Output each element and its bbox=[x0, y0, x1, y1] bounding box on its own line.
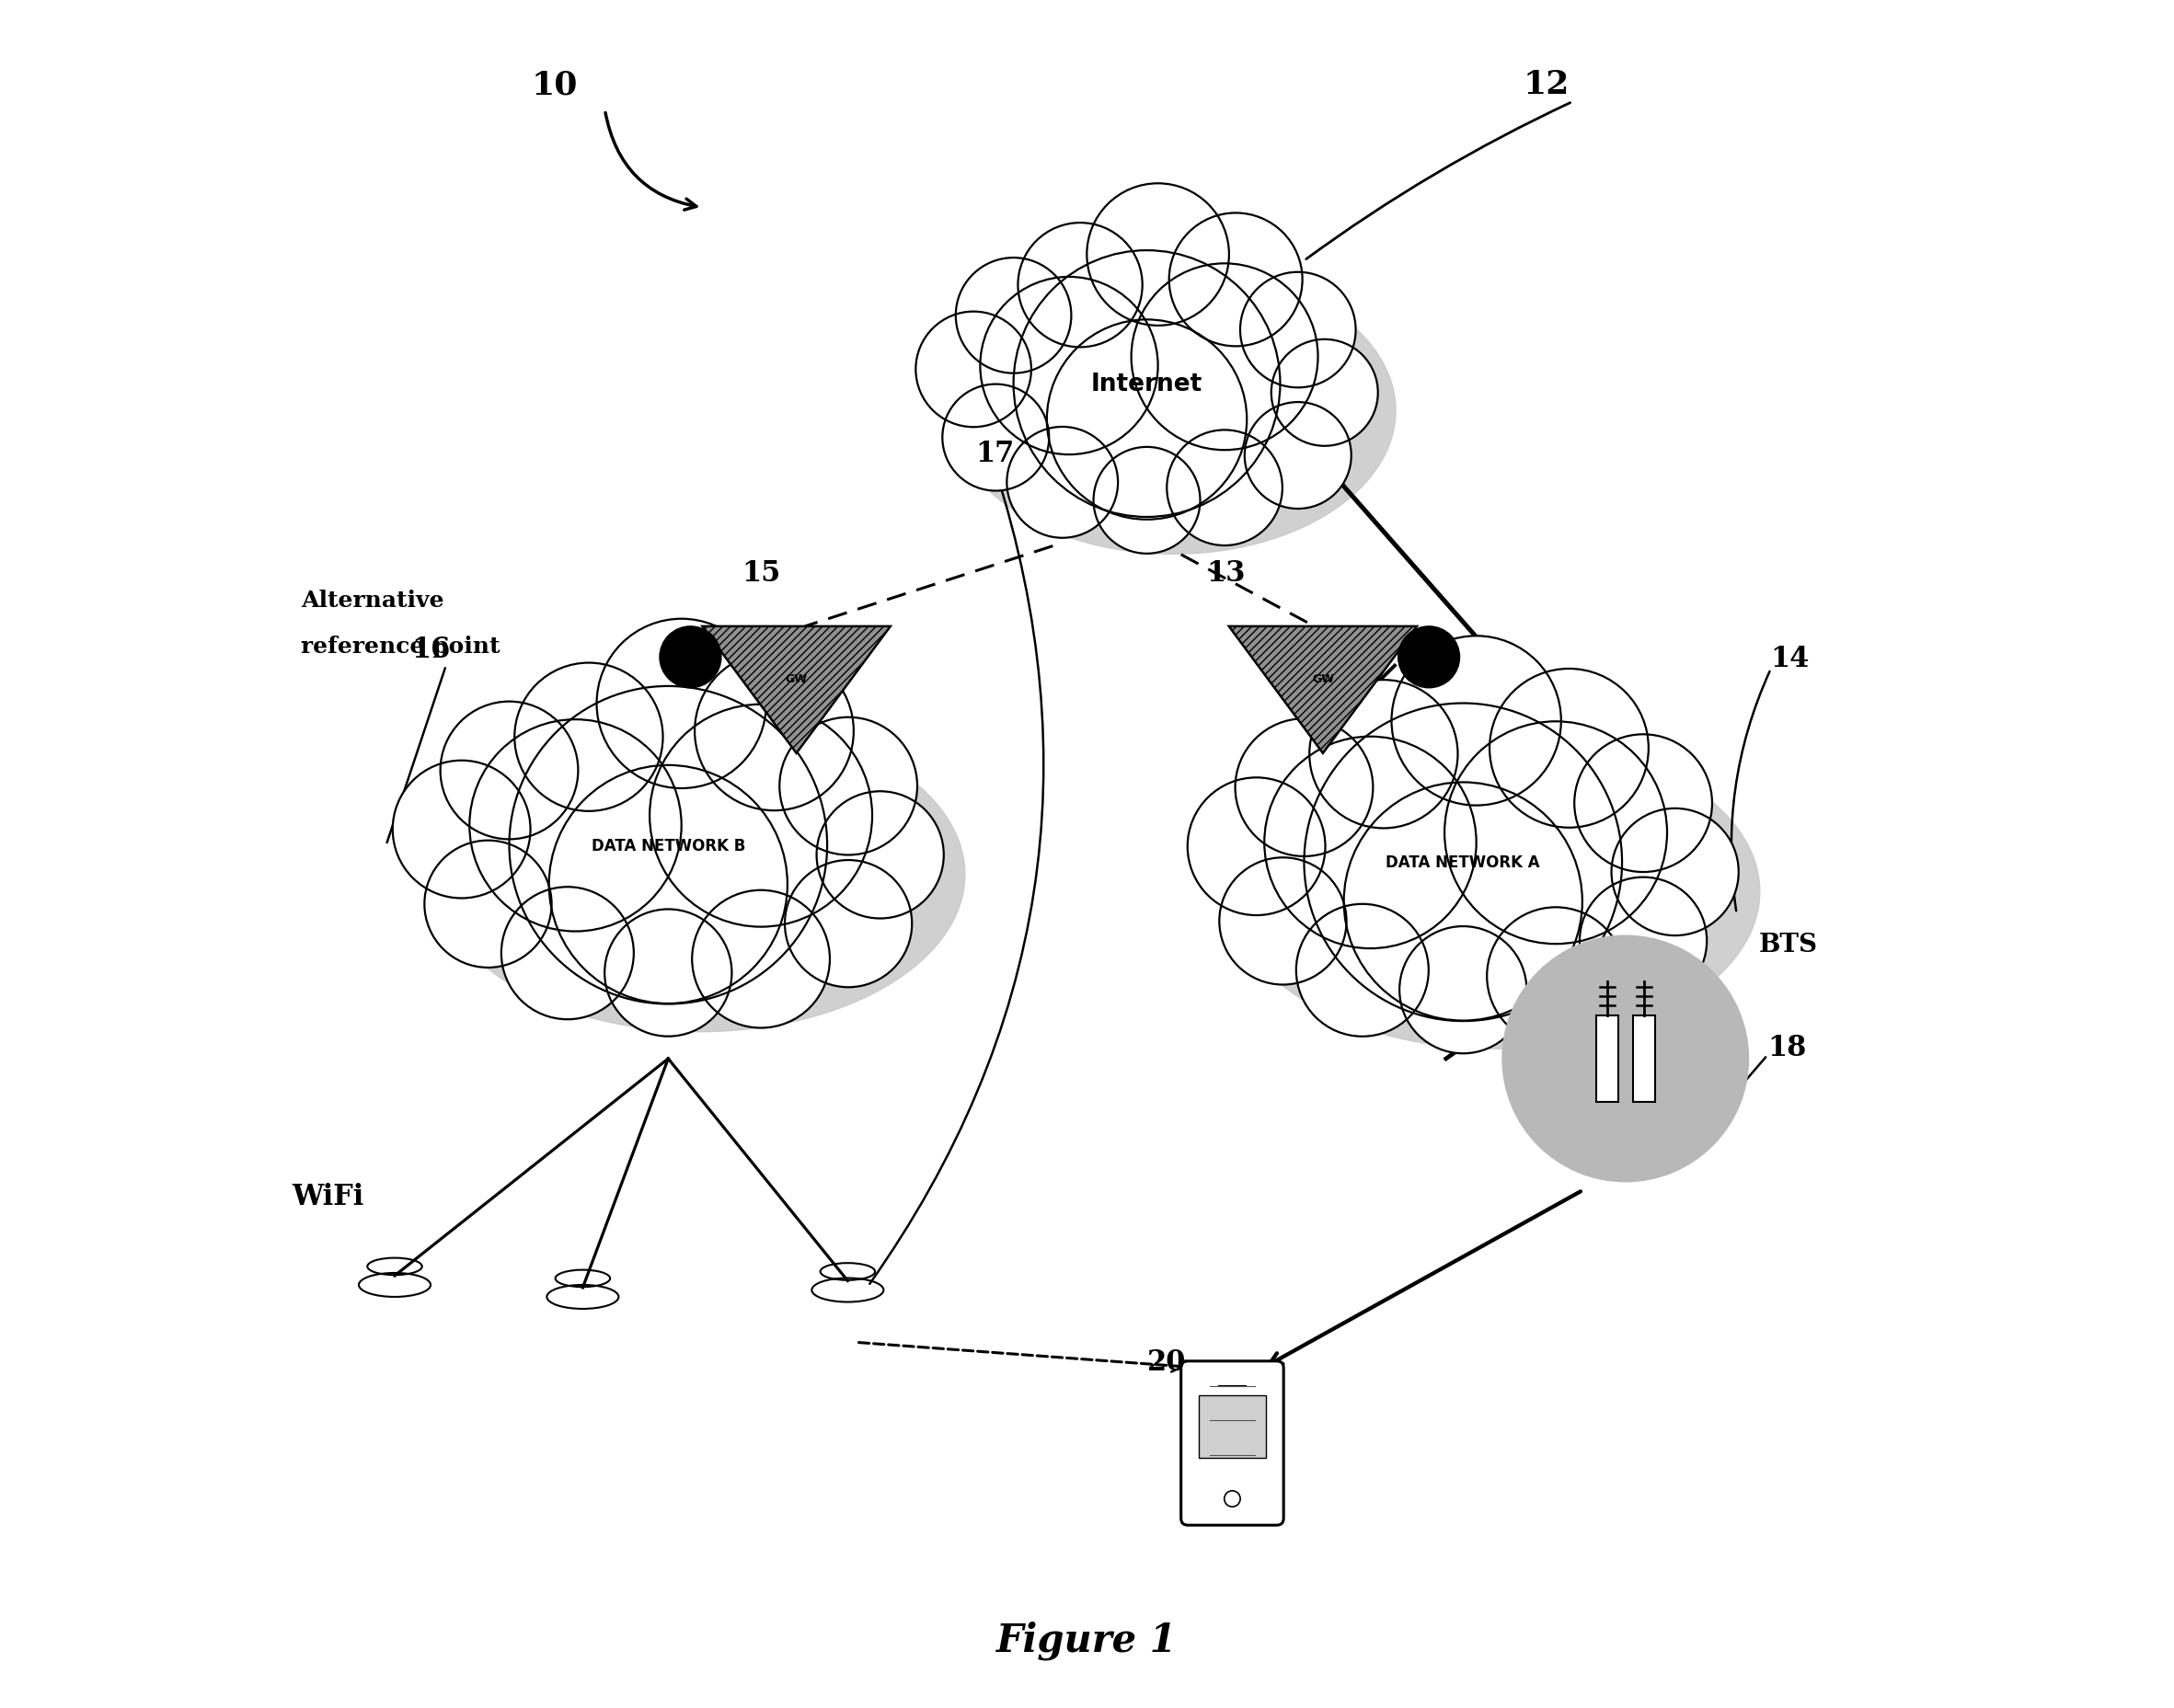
Circle shape bbox=[604, 910, 733, 1037]
FancyBboxPatch shape bbox=[1180, 1361, 1283, 1525]
Text: 16: 16 bbox=[411, 635, 450, 664]
Text: Alternative: Alternative bbox=[300, 589, 443, 611]
Text: GW: GW bbox=[785, 673, 807, 685]
Text: BTS: BTS bbox=[1759, 933, 1817, 956]
Circle shape bbox=[785, 861, 911, 987]
Circle shape bbox=[1224, 1491, 1241, 1506]
Ellipse shape bbox=[1230, 734, 1759, 1049]
Circle shape bbox=[1048, 321, 1248, 521]
Circle shape bbox=[1130, 265, 1317, 451]
Bar bbox=[1633, 1016, 1654, 1102]
Circle shape bbox=[1304, 704, 1622, 1021]
Text: 20: 20 bbox=[1148, 1348, 1185, 1377]
Circle shape bbox=[1580, 878, 1707, 1004]
Circle shape bbox=[1611, 810, 1739, 936]
Text: Internet: Internet bbox=[1091, 372, 1202, 396]
Circle shape bbox=[980, 277, 1159, 454]
Circle shape bbox=[1013, 251, 1280, 518]
Circle shape bbox=[915, 313, 1030, 427]
Circle shape bbox=[1170, 214, 1302, 347]
Circle shape bbox=[1272, 340, 1378, 446]
Circle shape bbox=[393, 762, 530, 898]
Ellipse shape bbox=[541, 1303, 624, 1334]
Circle shape bbox=[957, 258, 1072, 374]
Text: 15: 15 bbox=[741, 559, 780, 588]
Circle shape bbox=[1007, 427, 1117, 538]
Circle shape bbox=[659, 627, 722, 688]
Text: DATA NETWORK B: DATA NETWORK B bbox=[591, 837, 746, 854]
Text: WiFi: WiFi bbox=[291, 1182, 363, 1211]
Ellipse shape bbox=[435, 717, 965, 1032]
Text: 10: 10 bbox=[530, 68, 578, 101]
Ellipse shape bbox=[807, 1296, 889, 1327]
Polygon shape bbox=[702, 627, 891, 753]
Text: GW: GW bbox=[1311, 673, 1335, 685]
Circle shape bbox=[424, 840, 552, 968]
Circle shape bbox=[1444, 722, 1667, 945]
Circle shape bbox=[509, 687, 826, 1004]
Circle shape bbox=[470, 721, 680, 933]
Circle shape bbox=[1574, 734, 1713, 873]
Circle shape bbox=[1094, 447, 1200, 553]
Text: DATA NETWORK A: DATA NETWORK A bbox=[1387, 854, 1539, 871]
Circle shape bbox=[1087, 184, 1228, 326]
Text: reference point: reference point bbox=[300, 635, 500, 658]
Text: 13: 13 bbox=[1207, 559, 1246, 588]
Ellipse shape bbox=[952, 268, 1396, 555]
Circle shape bbox=[596, 620, 765, 789]
Bar bbox=[1198, 1395, 1265, 1459]
Circle shape bbox=[650, 705, 872, 927]
Circle shape bbox=[817, 793, 944, 919]
Circle shape bbox=[550, 765, 787, 1004]
Circle shape bbox=[1344, 782, 1583, 1021]
Circle shape bbox=[1502, 936, 1748, 1182]
Circle shape bbox=[1239, 273, 1357, 388]
Circle shape bbox=[780, 717, 917, 856]
Circle shape bbox=[1309, 680, 1459, 828]
Circle shape bbox=[1296, 905, 1428, 1037]
Text: 14: 14 bbox=[1772, 644, 1809, 673]
Text: 17: 17 bbox=[976, 439, 1015, 468]
Circle shape bbox=[1487, 907, 1624, 1045]
Circle shape bbox=[441, 702, 578, 840]
Ellipse shape bbox=[354, 1291, 435, 1322]
Circle shape bbox=[1400, 927, 1526, 1054]
Circle shape bbox=[691, 890, 830, 1028]
Text: 18: 18 bbox=[1767, 1033, 1807, 1062]
Circle shape bbox=[1398, 627, 1459, 688]
Circle shape bbox=[502, 888, 635, 1020]
Circle shape bbox=[1235, 719, 1374, 857]
Text: Figure 1: Figure 1 bbox=[996, 1621, 1178, 1658]
Circle shape bbox=[1017, 224, 1141, 348]
Circle shape bbox=[515, 663, 663, 811]
Circle shape bbox=[1167, 430, 1283, 547]
Bar bbox=[1596, 1016, 1617, 1102]
Circle shape bbox=[1489, 670, 1648, 828]
Circle shape bbox=[1265, 738, 1476, 950]
Polygon shape bbox=[1228, 627, 1417, 753]
Text: 12: 12 bbox=[1524, 68, 1570, 101]
Circle shape bbox=[941, 384, 1050, 492]
Circle shape bbox=[1391, 637, 1561, 806]
Circle shape bbox=[1187, 779, 1326, 915]
Circle shape bbox=[696, 652, 854, 811]
Circle shape bbox=[1244, 403, 1352, 509]
Circle shape bbox=[1220, 857, 1346, 986]
